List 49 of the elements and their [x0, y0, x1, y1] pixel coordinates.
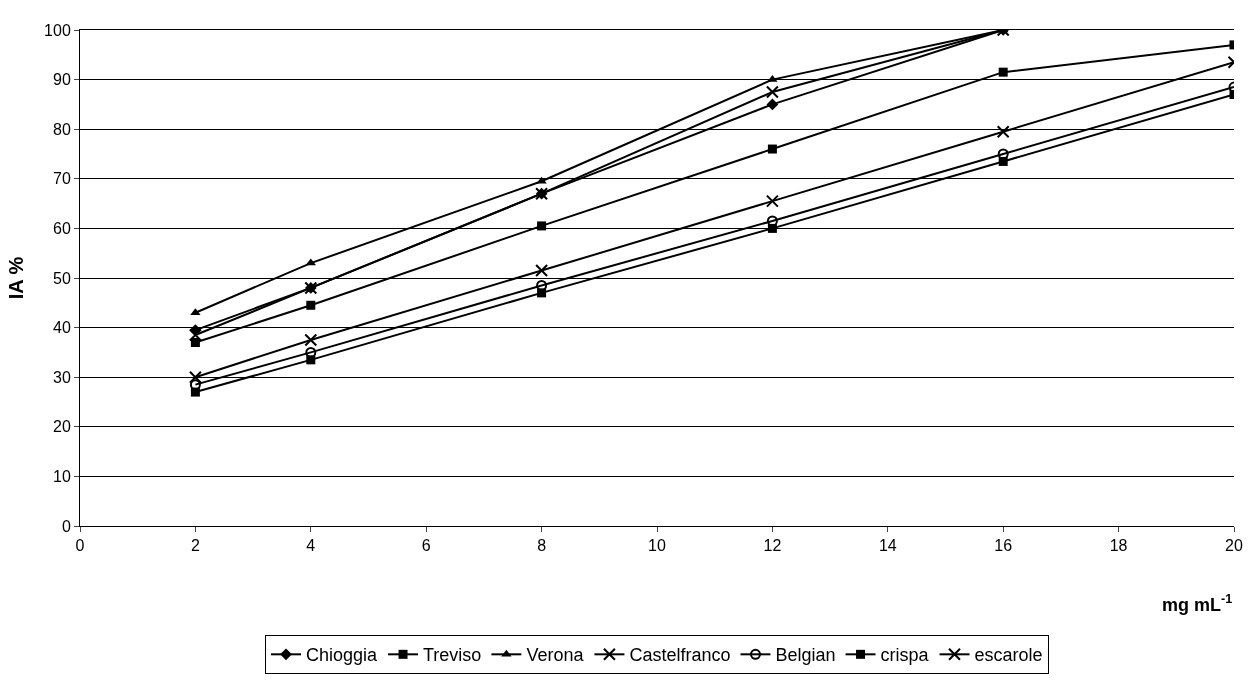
legend-label: escarole [974, 645, 1043, 666]
y-tick-label: 70 [53, 170, 71, 188]
y-tick-label: 0 [61, 517, 71, 535]
x-tick-label: 0 [75, 537, 85, 555]
legend-label: Treviso [423, 645, 482, 666]
x-tick-label: 4 [306, 537, 316, 555]
point [188, 370, 202, 384]
x-tick-label: 18 [1109, 537, 1128, 555]
point [188, 328, 202, 342]
x-tick-label: 10 [648, 537, 666, 555]
point [765, 85, 779, 99]
y-tick-label: 80 [53, 120, 71, 138]
legend-label: crispa [880, 645, 930, 666]
legend-label: Castelfranco [629, 645, 731, 666]
legend-label: Chioggia [306, 645, 379, 666]
y-tick-label: 90 [53, 71, 71, 89]
point [996, 125, 1010, 139]
y-tick-label: 50 [53, 269, 71, 287]
legend-label: Belgian [775, 645, 836, 666]
x-tick-label: 2 [190, 537, 200, 555]
point [537, 221, 547, 231]
point [998, 156, 1008, 166]
point [766, 98, 779, 111]
x-tick-label: 14 [878, 537, 897, 555]
y-axis-title: IA % [4, 256, 27, 300]
point [304, 333, 318, 347]
y-tick-label: 30 [53, 368, 71, 386]
point [535, 264, 549, 278]
y-tick-label: 60 [53, 220, 71, 237]
point [306, 355, 316, 365]
point [306, 300, 316, 310]
point [190, 387, 200, 397]
point [536, 176, 547, 184]
y-tick-label: 100 [44, 21, 71, 39]
y-tick-label: 40 [53, 319, 71, 337]
x-tick-label: 8 [537, 537, 547, 555]
point [767, 144, 777, 154]
x-tick-label: 6 [421, 537, 431, 555]
x-axis-title: mg mL$^{-1}$ [1162, 592, 1233, 615]
x-tick-label: 16 [994, 537, 1013, 555]
point [765, 194, 779, 208]
x-tick-label: 12 [763, 537, 782, 555]
point [998, 67, 1008, 77]
y-tick-label: 20 [53, 418, 71, 436]
y-tick-label: 10 [53, 468, 71, 485]
point [537, 288, 547, 298]
x-tick-label: 20 [1225, 537, 1243, 555]
legend-label: Verona [526, 645, 585, 666]
point [767, 223, 777, 233]
